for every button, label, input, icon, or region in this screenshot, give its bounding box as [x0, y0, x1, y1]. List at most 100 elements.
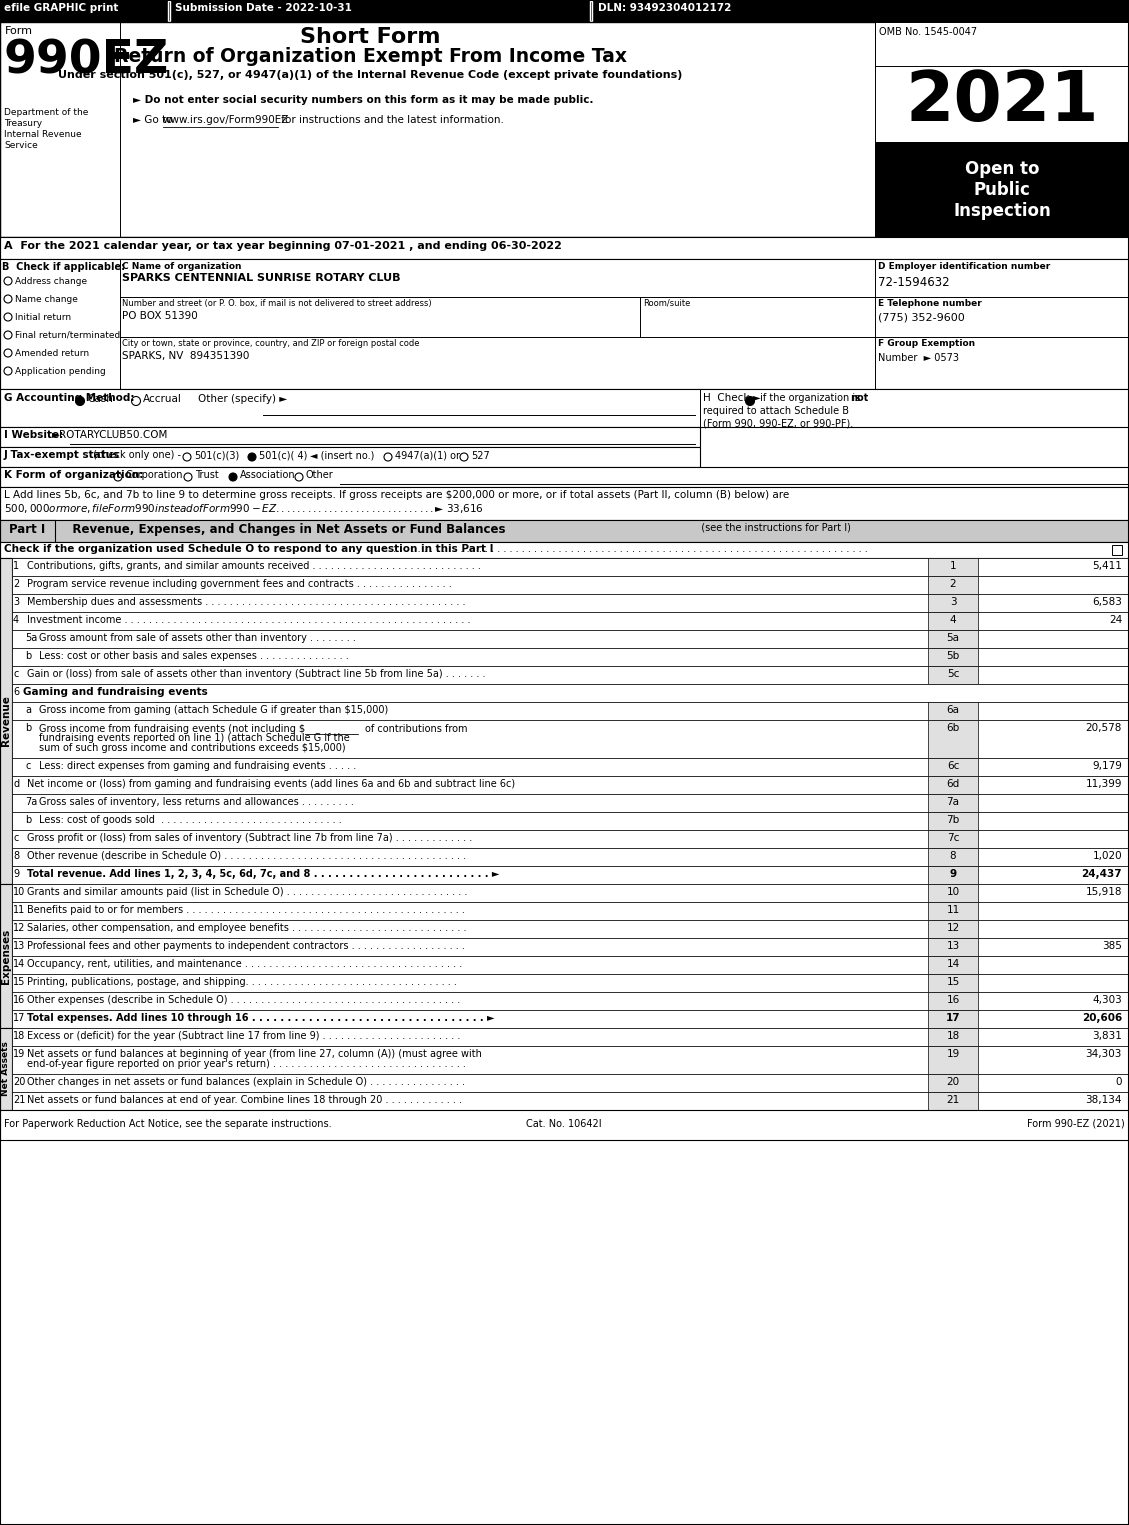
- Text: DLN: 93492304012172: DLN: 93492304012172: [598, 3, 732, 14]
- Text: Form 990-EZ (2021): Form 990-EZ (2021): [1027, 1119, 1124, 1128]
- Bar: [928, 702, 978, 720]
- Bar: [928, 1028, 978, 1046]
- Text: Net Assets: Net Assets: [1, 1042, 10, 1096]
- Bar: [12, 811, 1129, 830]
- Text: Other (specify) ►: Other (specify) ►: [198, 393, 287, 404]
- Text: Accrual: Accrual: [143, 393, 182, 404]
- Text: J Tax-exempt status: J Tax-exempt status: [5, 450, 121, 461]
- Text: b: b: [25, 723, 32, 734]
- Text: ► Go to: ► Go to: [133, 114, 176, 125]
- Bar: [12, 866, 1129, 884]
- Bar: [928, 811, 978, 830]
- Text: Total expenses. Add lines 10 through 16 . . . . . . . . . . . . . . . . . . . . : Total expenses. Add lines 10 through 16 …: [27, 1013, 495, 1023]
- Bar: [928, 558, 978, 576]
- Text: b: b: [25, 814, 32, 825]
- Text: 6a: 6a: [946, 705, 960, 715]
- Bar: [12, 901, 1129, 920]
- Text: 2021: 2021: [905, 69, 1099, 136]
- Bar: [0, 520, 55, 541]
- Text: 38,134: 38,134: [1085, 1095, 1122, 1106]
- Text: efile GRAPHIC print: efile GRAPHIC print: [5, 3, 119, 14]
- Text: end-of-year figure reported on prior year's return) . . . . . . . . . . . . . . : end-of-year figure reported on prior yea…: [27, 1058, 466, 1069]
- Text: 2: 2: [949, 580, 956, 589]
- Bar: [928, 595, 978, 612]
- Text: Submission Date - 2022-10-31: Submission Date - 2022-10-31: [175, 3, 352, 14]
- Bar: [12, 830, 1129, 848]
- Text: Expenses: Expenses: [1, 929, 11, 984]
- Text: 13: 13: [946, 941, 960, 952]
- Bar: [0, 486, 1129, 520]
- Text: 7c: 7c: [947, 833, 960, 843]
- Text: SPARKS, NV  894351390: SPARKS, NV 894351390: [122, 351, 250, 361]
- Text: (Form 990, 990-EZ, or 990-PF).: (Form 990, 990-EZ, or 990-PF).: [703, 418, 854, 429]
- Bar: [928, 956, 978, 974]
- Text: Trust: Trust: [195, 470, 219, 480]
- Text: c: c: [14, 833, 18, 843]
- Bar: [12, 1028, 1129, 1046]
- Text: Occupancy, rent, utilities, and maintenance . . . . . . . . . . . . . . . . . . : Occupancy, rent, utilities, and maintena…: [27, 959, 462, 968]
- Text: F Group Exemption: F Group Exemption: [878, 339, 975, 348]
- Bar: [12, 848, 1129, 866]
- Text: 5a: 5a: [946, 633, 960, 644]
- Text: 527: 527: [471, 451, 490, 461]
- Text: Final return/terminated: Final return/terminated: [15, 331, 121, 340]
- Text: 34,303: 34,303: [1086, 1049, 1122, 1058]
- Bar: [928, 830, 978, 848]
- Circle shape: [745, 396, 754, 406]
- Bar: [0, 447, 700, 467]
- Text: 15,918: 15,918: [1085, 888, 1122, 897]
- Text: 9,179: 9,179: [1092, 761, 1122, 772]
- Bar: [12, 630, 1129, 648]
- Text: Form: Form: [5, 26, 33, 37]
- Text: if the organization is: if the organization is: [758, 393, 864, 403]
- Bar: [928, 795, 978, 811]
- Text: Investment income . . . . . . . . . . . . . . . . . . . . . . . . . . . . . . . : Investment income . . . . . . . . . . . …: [27, 615, 471, 625]
- Bar: [928, 1074, 978, 1092]
- Bar: [875, 66, 1129, 142]
- Bar: [928, 920, 978, 938]
- Bar: [0, 884, 12, 1028]
- Circle shape: [229, 473, 237, 480]
- Text: 4: 4: [14, 615, 19, 625]
- Text: ► Do not enter social security numbers on this form as it may be made public.: ► Do not enter social security numbers o…: [133, 95, 594, 105]
- Text: 7a: 7a: [946, 798, 960, 807]
- Text: L Add lines 5b, 6c, and 7b to line 9 to determine gross receipts. If gross recei: L Add lines 5b, 6c, and 7b to line 9 to …: [5, 490, 789, 500]
- Text: 20,606: 20,606: [1082, 1013, 1122, 1023]
- Bar: [928, 776, 978, 795]
- Text: 5a: 5a: [25, 633, 37, 644]
- Text: Other: Other: [306, 470, 334, 480]
- Bar: [928, 938, 978, 956]
- Bar: [0, 541, 1129, 558]
- Bar: [12, 974, 1129, 991]
- Text: 6c: 6c: [947, 761, 960, 772]
- Bar: [168, 2, 170, 21]
- Text: Less: cost or other basis and sales expenses . . . . . . . . . . . . . . .: Less: cost or other basis and sales expe…: [40, 651, 349, 660]
- Text: 3,831: 3,831: [1092, 1031, 1122, 1042]
- Text: Membership dues and assessments . . . . . . . . . . . . . . . . . . . . . . . . : Membership dues and assessments . . . . …: [27, 596, 465, 607]
- Text: Program service revenue including government fees and contracts . . . . . . . . : Program service revenue including govern…: [27, 580, 452, 589]
- Text: Gain or (loss) from sale of assets other than inventory (Subtract line 5b from l: Gain or (loss) from sale of assets other…: [27, 669, 485, 679]
- Bar: [0, 236, 1129, 259]
- Text: SPARKS CENTENNIAL SUNRISE ROTARY CLUB: SPARKS CENTENNIAL SUNRISE ROTARY CLUB: [122, 273, 401, 284]
- Text: Corporation: Corporation: [125, 470, 183, 480]
- Text: Less: cost of goods sold  . . . . . . . . . . . . . . . . . . . . . . . . . . . : Less: cost of goods sold . . . . . . . .…: [40, 814, 342, 825]
- Text: 72-1594632: 72-1594632: [878, 276, 949, 290]
- Bar: [928, 901, 978, 920]
- Text: Part I: Part I: [9, 523, 45, 535]
- Text: Cat. No. 10642I: Cat. No. 10642I: [526, 1119, 602, 1128]
- Bar: [928, 974, 978, 991]
- Text: Net assets or fund balances at end of year. Combine lines 18 through 20 . . . . : Net assets or fund balances at end of ye…: [27, 1095, 462, 1106]
- Text: 5c: 5c: [947, 669, 960, 679]
- Text: Association: Association: [240, 470, 296, 480]
- Text: 21: 21: [14, 1095, 25, 1106]
- Text: For Paperwork Reduction Act Notice, see the separate instructions.: For Paperwork Reduction Act Notice, see …: [5, 1119, 332, 1128]
- Bar: [12, 758, 1129, 776]
- Bar: [0, 259, 1129, 389]
- Text: Contributions, gifts, grants, and similar amounts received . . . . . . . . . . .: Contributions, gifts, grants, and simila…: [27, 561, 481, 570]
- Text: 20: 20: [946, 1077, 960, 1087]
- Bar: [928, 630, 978, 648]
- Text: 7a: 7a: [25, 798, 37, 807]
- Text: $500,000 or more, file Form 990 instead of Form 990-EZ . . . . . . . . . . . . .: $500,000 or more, file Form 990 instead …: [5, 502, 484, 515]
- Text: 1: 1: [14, 561, 19, 570]
- Bar: [1112, 544, 1122, 555]
